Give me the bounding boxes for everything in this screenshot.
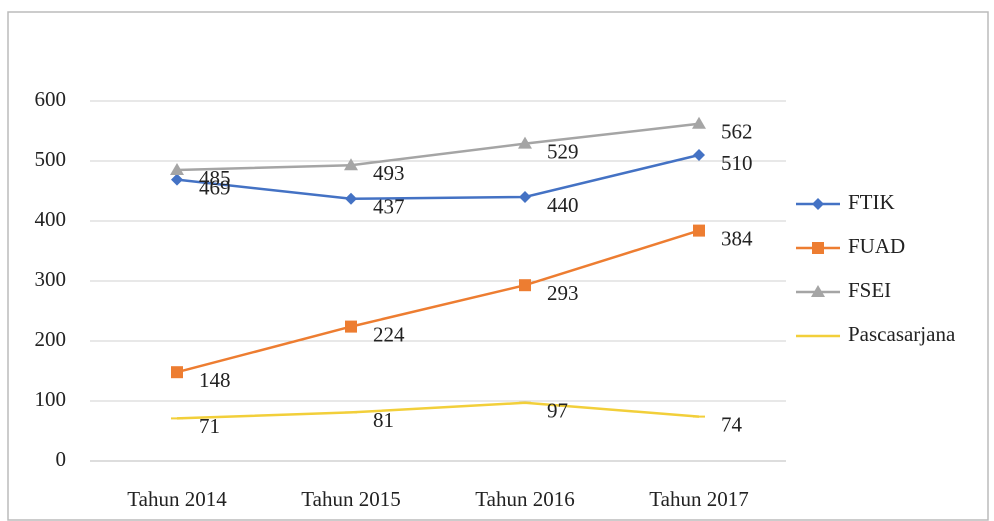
y-tick-label: 600 xyxy=(35,87,67,111)
legend-label: Pascasarjana xyxy=(848,322,956,346)
legend-label: FSEI xyxy=(848,278,891,302)
data-label: 293 xyxy=(547,281,579,305)
x-tick-label: Tahun 2016 xyxy=(475,487,574,511)
data-label: 74 xyxy=(721,412,743,436)
data-label: 485 xyxy=(199,166,231,190)
data-label: 71 xyxy=(199,414,220,438)
series-line xyxy=(176,122,700,172)
legend-marker xyxy=(812,242,824,254)
data-label: 97 xyxy=(547,399,568,423)
data-label: 437 xyxy=(373,195,405,219)
x-tick-label: Tahun 2015 xyxy=(301,487,400,511)
legend-label: FTIK xyxy=(848,190,895,214)
y-tick-label: 500 xyxy=(35,147,67,171)
data-label: 529 xyxy=(547,139,579,163)
data-label: 384 xyxy=(721,226,753,250)
point xyxy=(170,163,184,175)
legend-marker xyxy=(812,198,824,210)
point xyxy=(171,366,183,379)
chart-frame xyxy=(7,11,989,521)
data-label: 440 xyxy=(547,193,579,217)
point xyxy=(692,116,706,129)
data-label: 510 xyxy=(721,151,753,175)
series-line xyxy=(176,229,700,374)
y-tick-label: 400 xyxy=(35,207,67,231)
point xyxy=(693,149,705,161)
point xyxy=(171,173,183,186)
y-tick-label: 300 xyxy=(35,267,67,291)
point xyxy=(693,224,705,237)
series-line xyxy=(176,153,700,201)
legend-marker xyxy=(811,285,825,297)
data-label: 224 xyxy=(373,322,405,346)
y-tick-label: 200 xyxy=(35,327,67,351)
point xyxy=(519,279,531,292)
series-line xyxy=(176,401,700,420)
x-tick-label: Tahun 2014 xyxy=(127,487,227,511)
point xyxy=(519,191,531,203)
data-label: 562 xyxy=(721,120,753,144)
point xyxy=(344,158,358,171)
data-label: 493 xyxy=(373,161,405,185)
legend-label: FUAD xyxy=(848,234,905,258)
point xyxy=(345,320,357,333)
data-label: 148 xyxy=(199,368,231,392)
data-label: 469 xyxy=(199,175,231,199)
x-tick-label: Tahun 2017 xyxy=(649,487,748,511)
y-tick-label: 0 xyxy=(56,447,67,471)
point xyxy=(345,192,357,205)
y-tick-label: 100 xyxy=(35,387,67,411)
point xyxy=(518,136,532,149)
data-label: 81 xyxy=(373,408,394,432)
